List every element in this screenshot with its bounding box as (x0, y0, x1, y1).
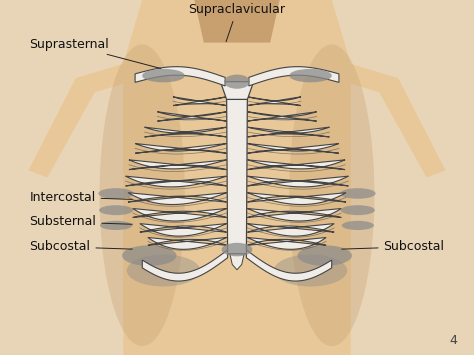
Text: 4: 4 (449, 334, 457, 347)
Ellipse shape (289, 69, 332, 82)
Polygon shape (194, 0, 280, 43)
Ellipse shape (221, 243, 252, 256)
Text: Substernal: Substernal (29, 215, 132, 228)
Polygon shape (332, 64, 446, 178)
Ellipse shape (289, 44, 374, 346)
Polygon shape (133, 208, 227, 221)
Ellipse shape (340, 188, 375, 199)
Ellipse shape (100, 44, 185, 346)
Polygon shape (123, 0, 351, 355)
Polygon shape (247, 127, 329, 137)
Polygon shape (148, 237, 227, 249)
Polygon shape (247, 112, 317, 121)
Polygon shape (129, 160, 227, 170)
Polygon shape (227, 87, 247, 254)
Polygon shape (247, 237, 326, 249)
Polygon shape (247, 176, 348, 187)
Polygon shape (246, 250, 332, 281)
Polygon shape (220, 82, 254, 99)
Text: Subcostal: Subcostal (29, 240, 132, 253)
Polygon shape (140, 224, 227, 236)
Ellipse shape (100, 221, 132, 230)
Ellipse shape (127, 255, 200, 286)
Text: Subcostal: Subcostal (342, 240, 445, 253)
Ellipse shape (224, 75, 250, 89)
Polygon shape (249, 67, 339, 86)
Polygon shape (230, 254, 244, 270)
Ellipse shape (342, 221, 374, 230)
Polygon shape (145, 127, 227, 137)
Ellipse shape (122, 245, 176, 266)
Text: Supraclavicular: Supraclavicular (189, 3, 285, 42)
Polygon shape (247, 224, 334, 236)
Ellipse shape (99, 205, 133, 215)
Polygon shape (247, 160, 345, 170)
Polygon shape (173, 97, 227, 105)
Polygon shape (247, 208, 341, 221)
Text: Intercostal: Intercostal (29, 191, 132, 203)
Ellipse shape (298, 245, 352, 266)
Polygon shape (157, 112, 227, 121)
Polygon shape (135, 67, 225, 86)
Polygon shape (247, 97, 301, 105)
Ellipse shape (142, 69, 185, 82)
Polygon shape (135, 143, 227, 153)
Ellipse shape (98, 188, 134, 199)
Ellipse shape (341, 205, 375, 215)
Polygon shape (28, 64, 142, 178)
Ellipse shape (274, 255, 347, 286)
Polygon shape (126, 176, 227, 187)
Polygon shape (247, 143, 339, 153)
Polygon shape (247, 193, 346, 204)
Polygon shape (142, 250, 228, 281)
Polygon shape (128, 193, 227, 204)
Text: Suprasternal: Suprasternal (29, 38, 161, 69)
